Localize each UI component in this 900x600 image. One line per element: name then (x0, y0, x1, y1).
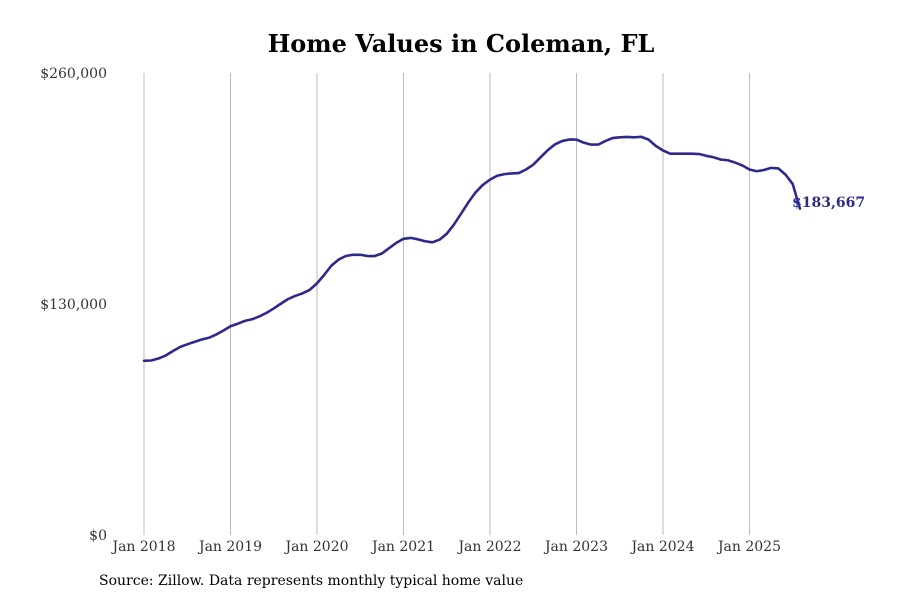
x-tick-label: Jan 2022 (456, 539, 521, 555)
x-tick-label: Jan 2024 (629, 539, 694, 555)
gridlines (143, 73, 750, 535)
series-line (142, 135, 802, 363)
end-value-label: $183,667 (792, 195, 865, 211)
x-tick-label: Jan 2023 (543, 539, 608, 555)
x-tick-label: Jan 2025 (716, 539, 781, 555)
y-tick-label: $260,000 (40, 66, 107, 82)
y-tick-label: $0 (89, 528, 107, 544)
source-note: Source: Zillow. Data represents monthly … (99, 573, 524, 589)
series-layer: $183,667 (142, 135, 865, 363)
chart-title: Home Values in Coleman, FL (268, 29, 655, 58)
y-axis-tick-labels: $0 $130,000 $260,000 (40, 66, 107, 544)
x-axis-tick-labels: Jan 2018 Jan 2019 Jan 2020 Jan 2021 Jan 2022… (110, 539, 781, 555)
y-tick-label: $130,000 (40, 297, 107, 313)
x-tick-label: Jan 2020 (283, 539, 348, 555)
x-tick-label: Jan 2018 (110, 539, 175, 555)
x-tick-label: Jan 2021 (370, 539, 435, 555)
x-tick-label: Jan 2019 (197, 539, 262, 555)
